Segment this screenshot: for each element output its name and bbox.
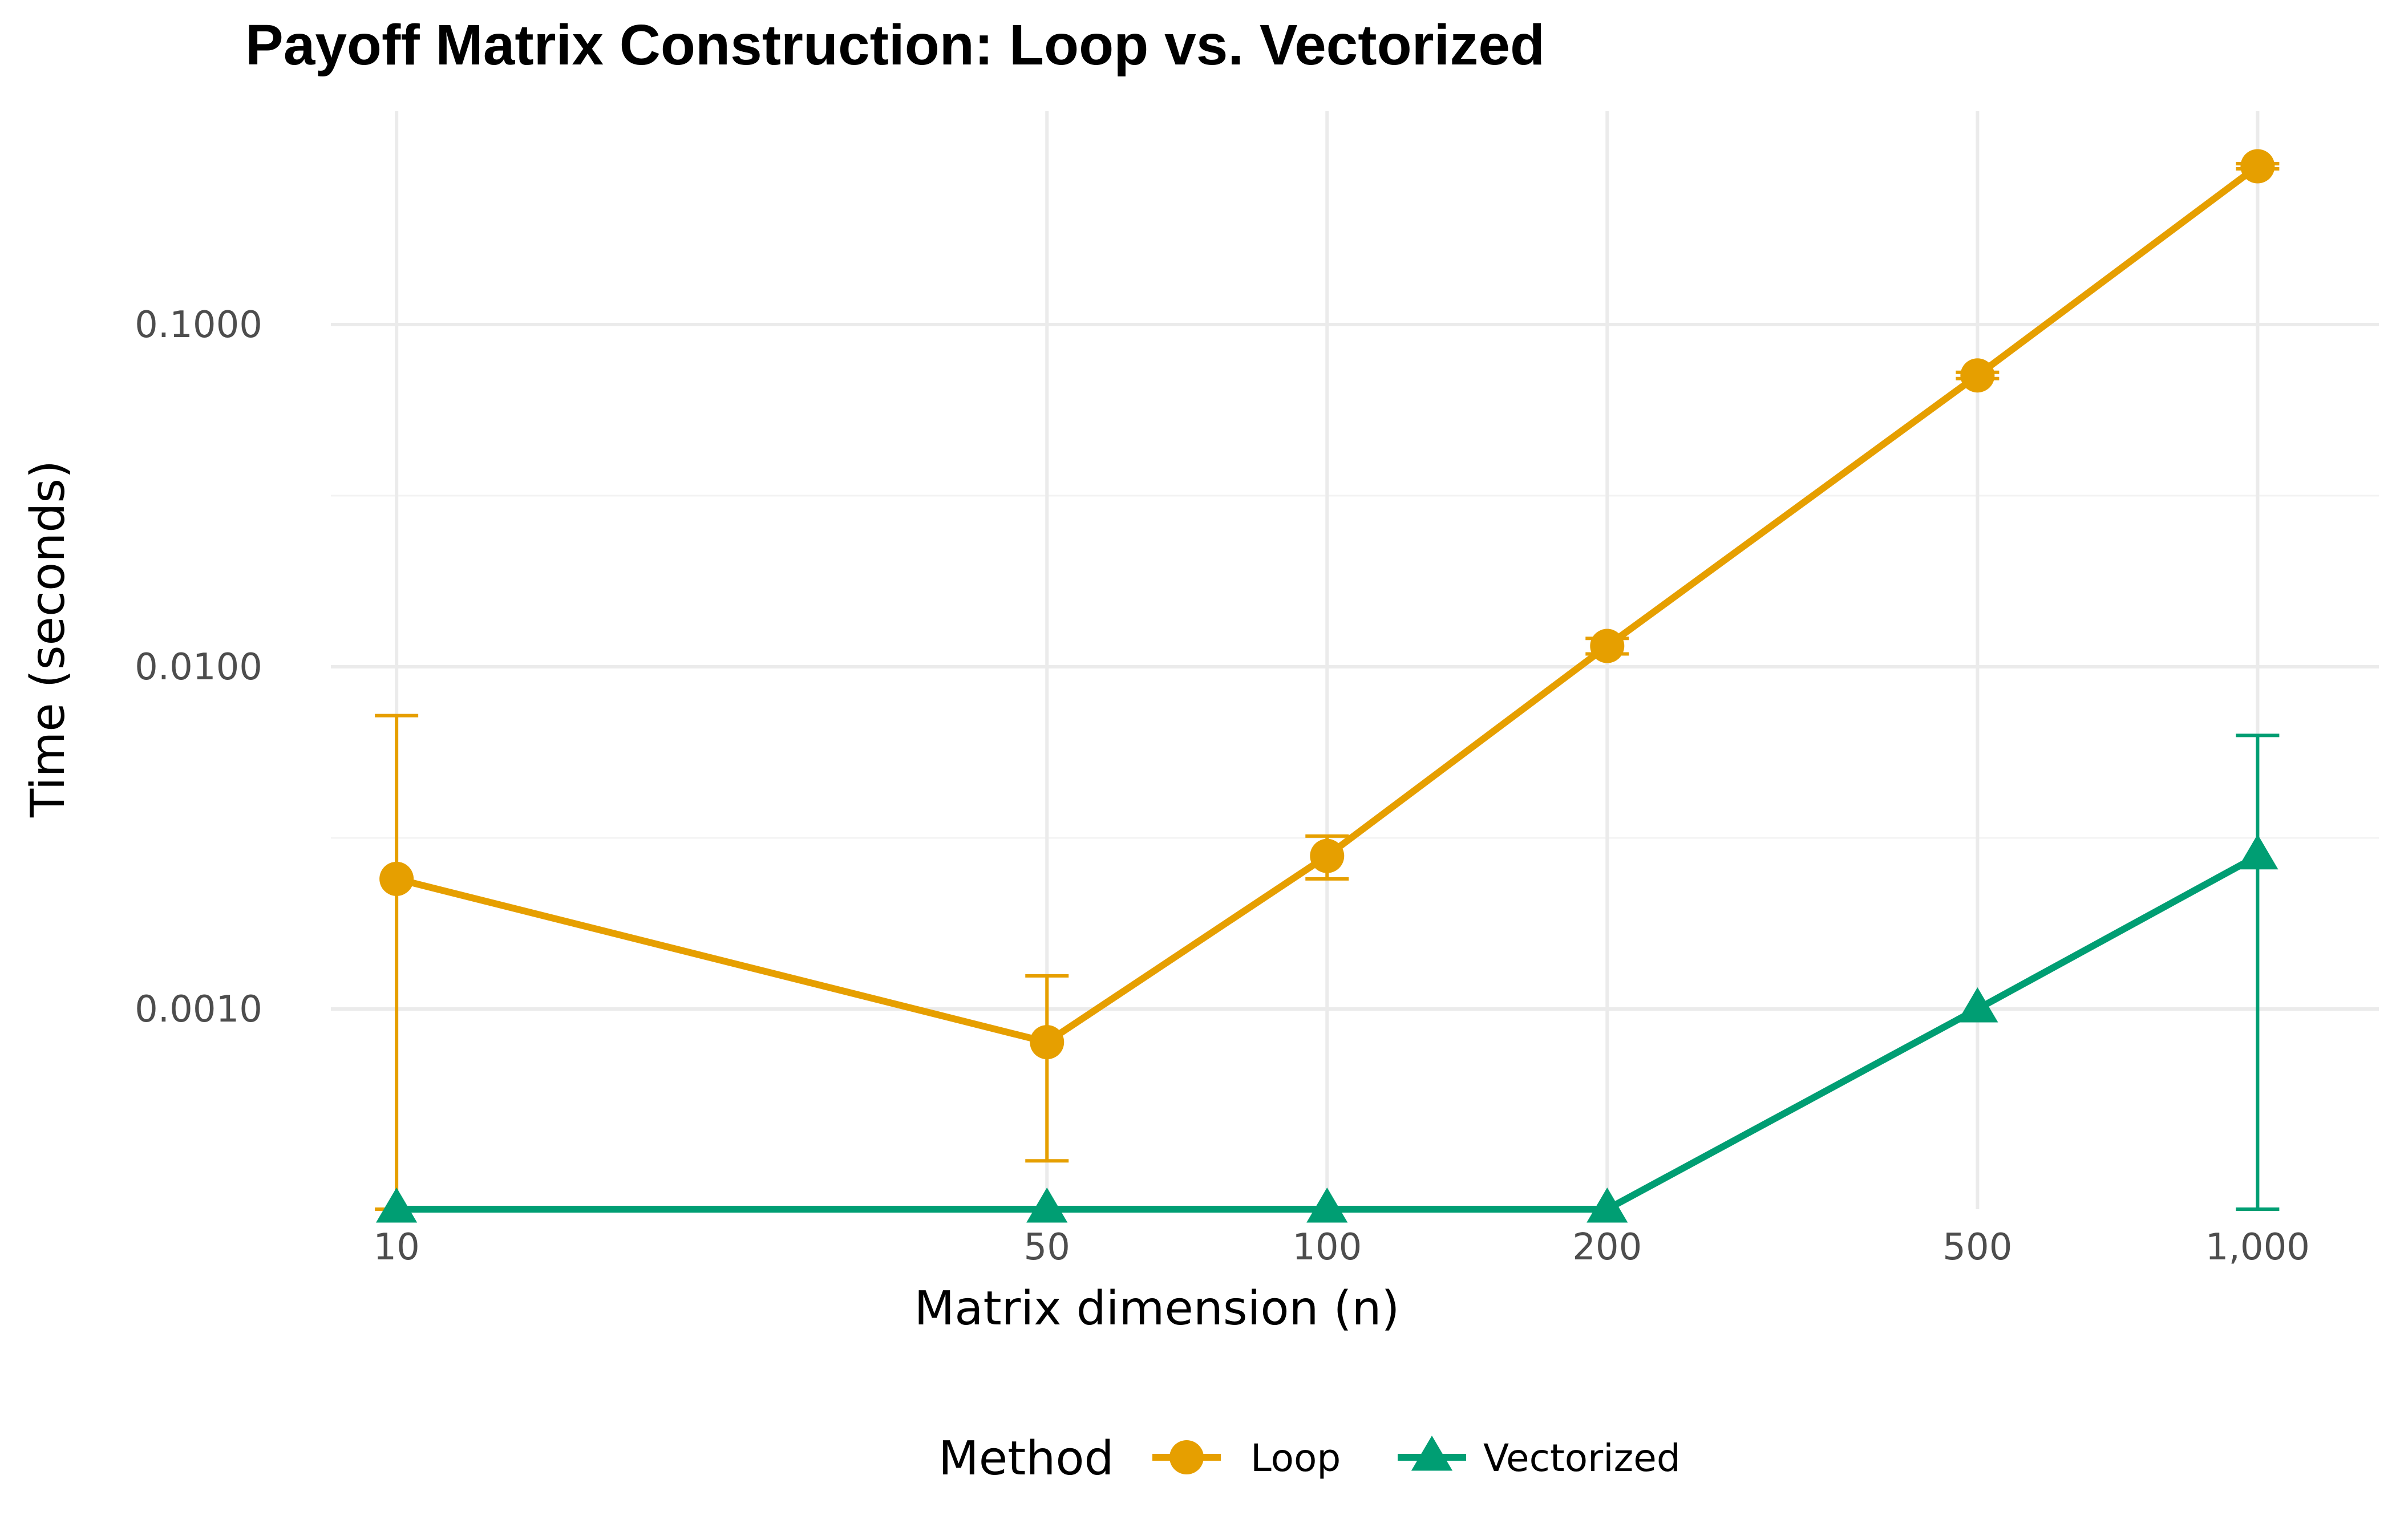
series-loop: [375, 149, 2280, 1211]
grid-lines: [331, 111, 2379, 1209]
x-tick-label: 100: [1292, 1226, 1362, 1269]
legend-title: Method: [938, 1432, 1114, 1486]
data-point: [1590, 629, 1625, 663]
y-tick-label: 0.0100: [135, 646, 262, 688]
y-axis-title: Time (seconds): [21, 460, 75, 818]
x-tick-label: 50: [1024, 1226, 1070, 1269]
x-tick-label: 10: [373, 1226, 419, 1269]
x-tick-label: 1,000: [2205, 1226, 2310, 1269]
legend-label: Loop: [1250, 1436, 1341, 1480]
legend-label: Vectorized: [1483, 1436, 1681, 1480]
data-point: [1306, 1188, 1348, 1223]
y-tick-label: 0.0010: [135, 988, 262, 1031]
tick-labels: 0.0010 0.0100 0.1000 10 50 100 200 500 1,000: [135, 304, 2310, 1269]
data-point: [376, 1188, 418, 1223]
x-tick-label: 200: [1572, 1226, 1642, 1269]
data-point: [1586, 1188, 1628, 1223]
data-point: [1957, 987, 1998, 1023]
data-point: [1026, 1188, 1068, 1223]
series-vectorized: [376, 733, 2280, 1223]
legend-key-loop: [1152, 1440, 1221, 1474]
legend-key-marker: [1169, 1440, 1204, 1474]
data-point: [1960, 358, 1995, 393]
x-tick-label: 500: [1942, 1226, 2012, 1269]
data-point: [2237, 834, 2278, 870]
data-point: [379, 861, 414, 896]
x-axis-title: Matrix dimension (n): [914, 1282, 1399, 1336]
data-point: [1310, 838, 1345, 873]
y-tick-label: 0.1000: [135, 304, 262, 346]
legend-key-vectorized: [1398, 1436, 1466, 1471]
data-point: [1030, 1025, 1065, 1060]
series-layer: [375, 149, 2280, 1223]
data-point: [2240, 149, 2275, 184]
legend-key-marker: [1411, 1436, 1453, 1471]
series-line: [396, 853, 2260, 1213]
legend: Method Loop Vectorized: [938, 1432, 1681, 1486]
series-line: [395, 163, 2260, 1046]
chart-title: Payoff Matrix Construction: Loop vs. Vec…: [245, 13, 1545, 77]
